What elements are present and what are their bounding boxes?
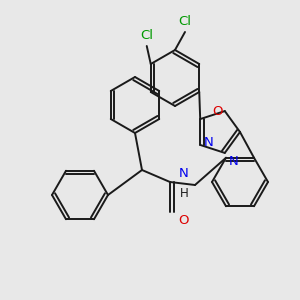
Text: Cl: Cl [140, 29, 153, 42]
Text: O: O [178, 214, 188, 227]
Text: Cl: Cl [178, 15, 191, 28]
Text: N: N [229, 155, 238, 168]
Text: O: O [212, 105, 223, 118]
Text: H: H [180, 187, 189, 200]
Text: N: N [204, 136, 214, 149]
Text: N: N [179, 167, 189, 180]
